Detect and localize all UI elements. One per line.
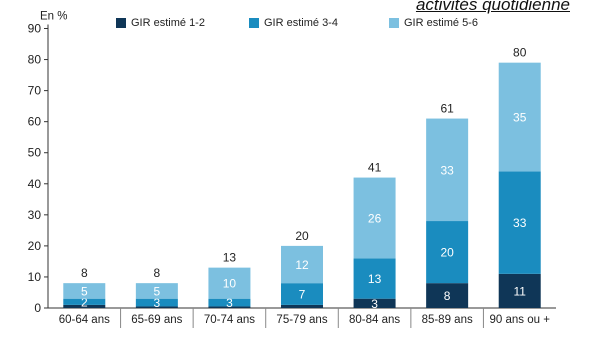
x-category-label: 85-89 ans	[422, 314, 473, 326]
y-tick-label: 70	[28, 84, 42, 98]
bar-total-label: 41	[368, 161, 382, 175]
bar-segment-value-label: 8	[444, 289, 451, 303]
bar-segment-value-label: 3	[371, 297, 378, 311]
bar-segment-value-label: 20	[440, 246, 454, 260]
bar-total-label: 80	[513, 46, 527, 60]
bar-segment-value-label: 33	[440, 163, 454, 177]
x-category-label: 60-64 ans	[59, 314, 110, 326]
bar-total-label: 13	[223, 251, 237, 265]
bar-segment-value-label: 7	[299, 288, 306, 302]
y-tick-label: 10	[28, 270, 42, 284]
x-category-label: 80-84 ans	[349, 314, 400, 326]
y-tick-label: 60	[28, 115, 42, 129]
x-category-label: 90 ans ou +	[489, 314, 550, 326]
bar-segment-value-label: 10	[223, 277, 237, 291]
bar-segment-value-label: 26	[368, 211, 382, 225]
bar-segment-value-label: 13	[368, 272, 382, 286]
bar-total-label: 8	[81, 266, 88, 280]
x-category-label: 70-74 ans	[204, 314, 255, 326]
bar-segment-value-label: 35	[513, 111, 527, 125]
bar-segment-value-label: 33	[513, 216, 527, 230]
bar-total-label: 61	[440, 102, 454, 116]
y-tick-label: 30	[28, 208, 42, 222]
y-axis-unit-label: En %	[40, 11, 68, 23]
bar-segment-value-label: 5	[81, 284, 88, 298]
y-tick-label: 40	[28, 177, 42, 191]
bar-total-label: 8	[154, 266, 161, 280]
bar-segment-value-label: 5	[154, 284, 161, 298]
y-tick-label: 0	[34, 301, 41, 315]
y-tick-label: 20	[28, 239, 42, 253]
y-tick-label: 90	[28, 22, 42, 36]
x-category-label: 75-79 ans	[276, 314, 327, 326]
bar-segment-value-label: 11	[513, 284, 526, 298]
bar-total-label: 20	[295, 229, 309, 243]
y-tick-label: 80	[28, 53, 42, 67]
bar-segment-value-label: 12	[295, 258, 309, 272]
x-category-label: 65-69 ans	[131, 314, 182, 326]
y-tick-label: 50	[28, 146, 42, 160]
bar-segment-gir-estim-1-2	[281, 305, 323, 308]
